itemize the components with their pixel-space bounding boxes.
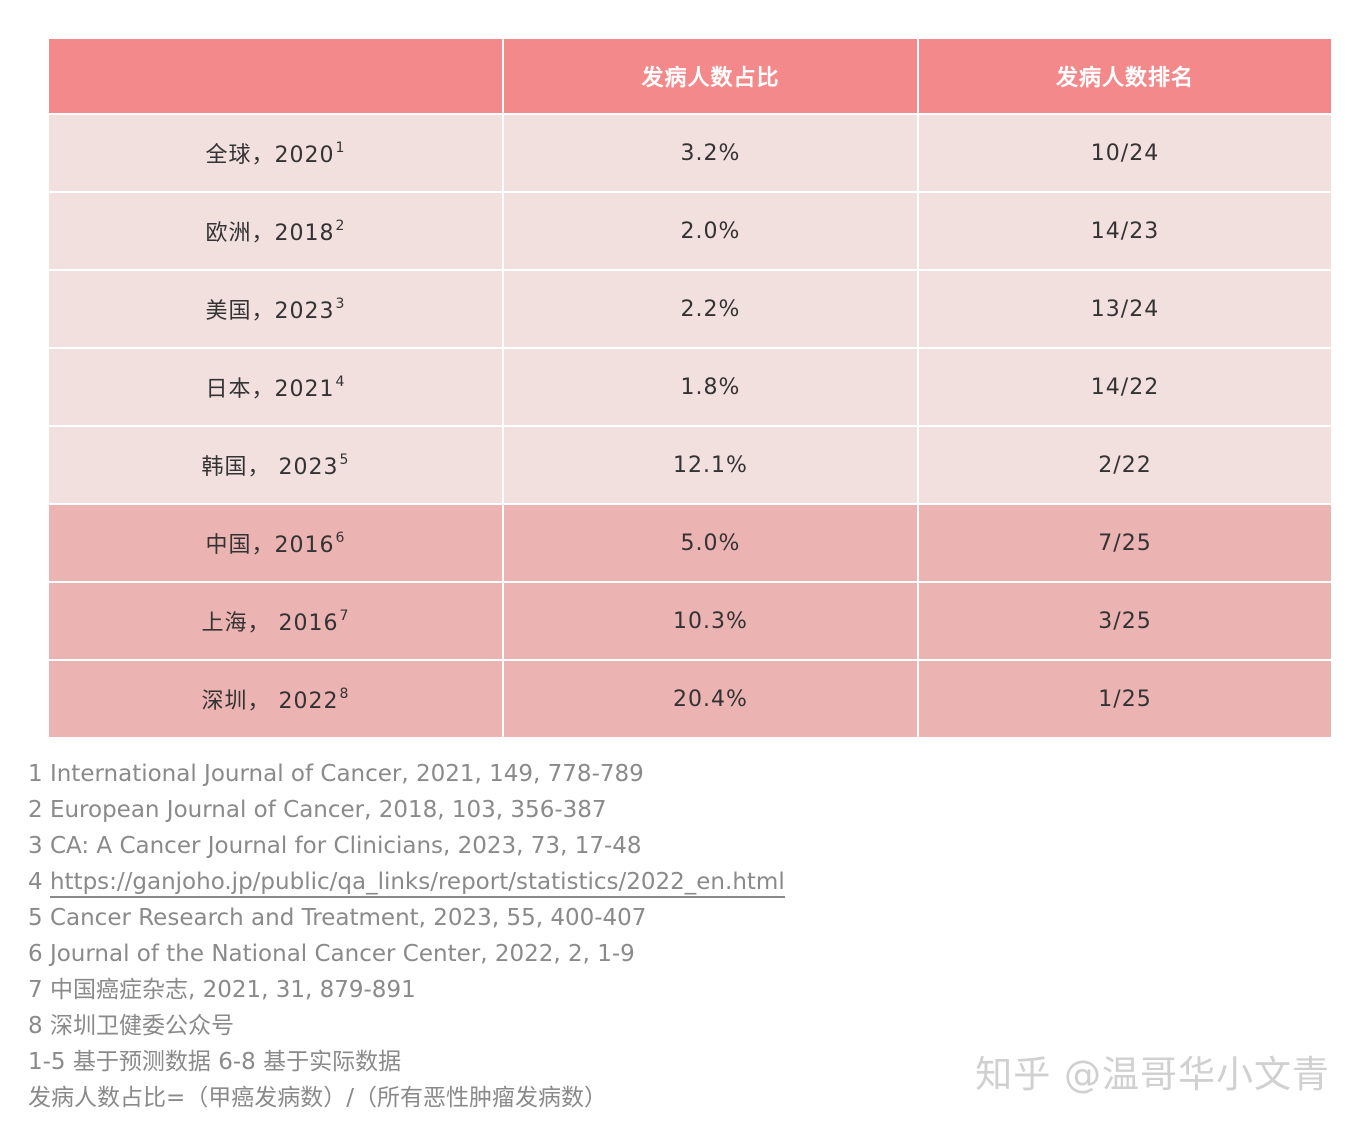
footnote-2: 2 European Journal of Cancer, 2018, 103,… (28, 797, 607, 823)
footnotes: 1 International Journal of Cancer, 2021,… (28, 756, 928, 1116)
header-incidence-rank: 发病人数排名 (917, 37, 1333, 115)
rank-cell: 1/25 (917, 659, 1333, 739)
watermark: 知乎 @温哥华小文青 (975, 1053, 1330, 1096)
table-row: 中国，20166 5.0% 7/25 (47, 503, 1333, 583)
share-cell: 5.0% (502, 503, 919, 583)
table-row: 日本，20214 1.8% 14/22 (47, 347, 1333, 427)
region-cell: 全球，20201 (47, 113, 504, 193)
share-cell: 12.1% (502, 425, 919, 505)
footnote-6: 6 Journal of the National Cancer Center,… (28, 941, 635, 967)
rank-cell: 3/25 (917, 581, 1333, 661)
region-label: 全球，2020 (205, 143, 335, 168)
table-row: 上海， 20167 10.3% 3/25 (47, 581, 1333, 661)
data-basis-note: 1-5 基于预测数据 6-8 基于实际数据 (28, 1049, 402, 1075)
region-label: 日本，2021 (205, 377, 335, 402)
share-cell: 1.8% (502, 347, 919, 427)
incidence-table: 发病人数占比 发病人数排名 全球，20201 3.2% 10/24 欧洲，201… (47, 37, 1333, 739)
share-cell: 2.2% (502, 269, 919, 349)
reference-marker: 2 (335, 217, 346, 234)
reference-marker: 8 (339, 685, 350, 702)
region-label: 中国，2016 (205, 533, 335, 558)
reference-marker: 5 (339, 451, 350, 468)
rank-cell: 13/24 (917, 269, 1333, 349)
reference-marker: 3 (335, 295, 346, 312)
header-incidence-share: 发病人数占比 (502, 37, 919, 115)
region-cell: 欧洲，20182 (47, 191, 504, 271)
rank-cell: 10/24 (917, 113, 1333, 193)
table-row: 全球，20201 3.2% 10/24 (47, 113, 1333, 193)
header-region (47, 37, 504, 115)
region-cell: 韩国， 20235 (47, 425, 504, 505)
table-header-row: 发病人数占比 发病人数排名 (47, 37, 1333, 115)
region-cell: 日本，20214 (47, 347, 504, 427)
region-label: 韩国， 2023 (201, 455, 339, 480)
reference-marker: 4 (335, 373, 346, 390)
region-label: 美国，2023 (205, 299, 335, 324)
footnote-4: 4 https://ganjoho.jp/public/qa_links/rep… (28, 864, 928, 900)
share-cell: 20.4% (502, 659, 919, 739)
footnote-4-link[interactable]: https://ganjoho.jp/public/qa_links/repor… (49, 869, 785, 898)
table-row: 韩国， 20235 12.1% 2/22 (47, 425, 1333, 505)
reference-marker: 7 (339, 607, 350, 624)
table-row: 欧洲，20182 2.0% 14/23 (47, 191, 1333, 271)
formula-note: 发病人数占比=（甲癌发病数）/（所有恶性肿瘤发病数） (28, 1085, 608, 1111)
rank-cell: 7/25 (917, 503, 1333, 583)
share-cell: 10.3% (502, 581, 919, 661)
footnote-3: 3 CA: A Cancer Journal for Clinicians, 2… (28, 833, 642, 859)
region-label: 上海， 2016 (201, 611, 339, 636)
footnote-8: 8 深圳卫健委公众号 (28, 1013, 234, 1039)
rank-cell: 2/22 (917, 425, 1333, 505)
reference-marker: 6 (335, 529, 346, 546)
rank-cell: 14/23 (917, 191, 1333, 271)
table-row: 美国，20233 2.2% 13/24 (47, 269, 1333, 349)
region-cell: 深圳， 20228 (47, 659, 504, 739)
table-row: 深圳， 20228 20.4% 1/25 (47, 659, 1333, 739)
region-cell: 上海， 20167 (47, 581, 504, 661)
rank-cell: 14/22 (917, 347, 1333, 427)
footnote-4-number: 4 (28, 869, 50, 895)
region-cell: 美国，20233 (47, 269, 504, 349)
share-cell: 2.0% (502, 191, 919, 271)
footnote-1: 1 International Journal of Cancer, 2021,… (28, 761, 644, 787)
region-cell: 中国，20166 (47, 503, 504, 583)
region-label: 深圳， 2022 (201, 689, 339, 714)
share-cell: 3.2% (502, 113, 919, 193)
footnote-7: 7 中国癌症杂志, 2021, 31, 879-891 (28, 977, 416, 1003)
reference-marker: 1 (335, 139, 346, 156)
footnote-5: 5 Cancer Research and Treatment, 2023, 5… (28, 905, 647, 931)
region-label: 欧洲，2018 (205, 221, 335, 246)
